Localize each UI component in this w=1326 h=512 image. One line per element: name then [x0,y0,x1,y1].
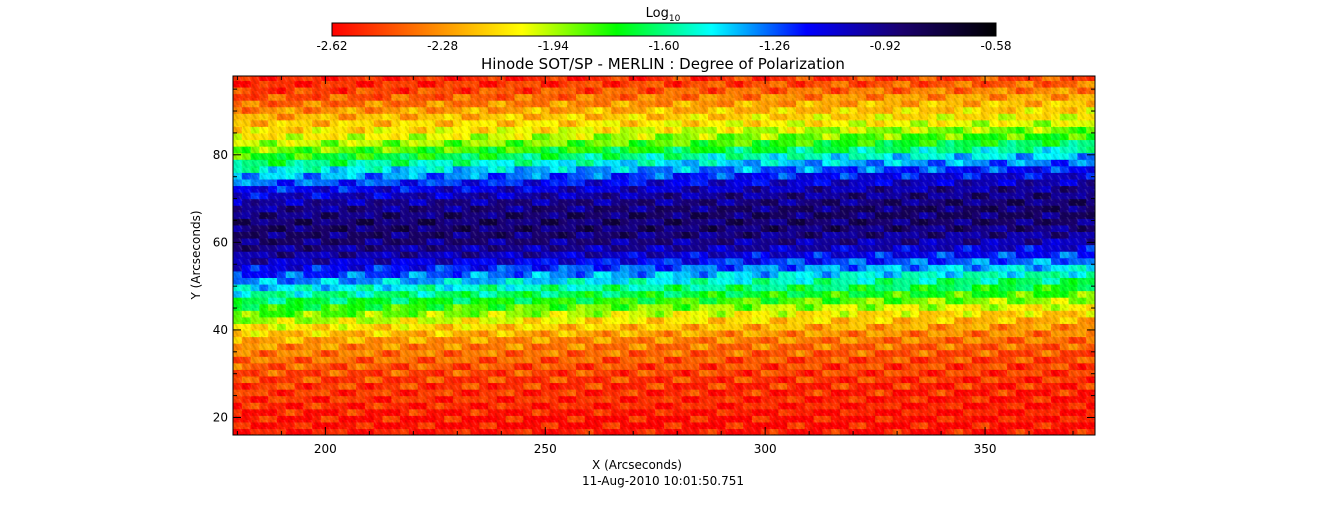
colorbar-tick-label: -2.62 [316,39,347,53]
colorbar-ticks: -2.62 -2.28 -1.94 -1.60 -1.26 -0.92 -0.58 [316,39,1011,53]
colorbar-tick-label: -0.58 [980,39,1011,53]
chart-title: Hinode SOT/SP - MERLIN : Degree of Polar… [481,55,845,73]
colorbar-tick-label: -1.60 [648,39,679,53]
colorbar-tick-label: -2.28 [427,39,458,53]
colorbar-tick-label: -0.92 [870,39,901,53]
colorbar [331,22,997,37]
colorbar-label: Log10 [646,6,681,24]
colorbar-tick-label: -1.26 [759,39,790,53]
colorbar-tick-label: -1.94 [538,39,569,53]
